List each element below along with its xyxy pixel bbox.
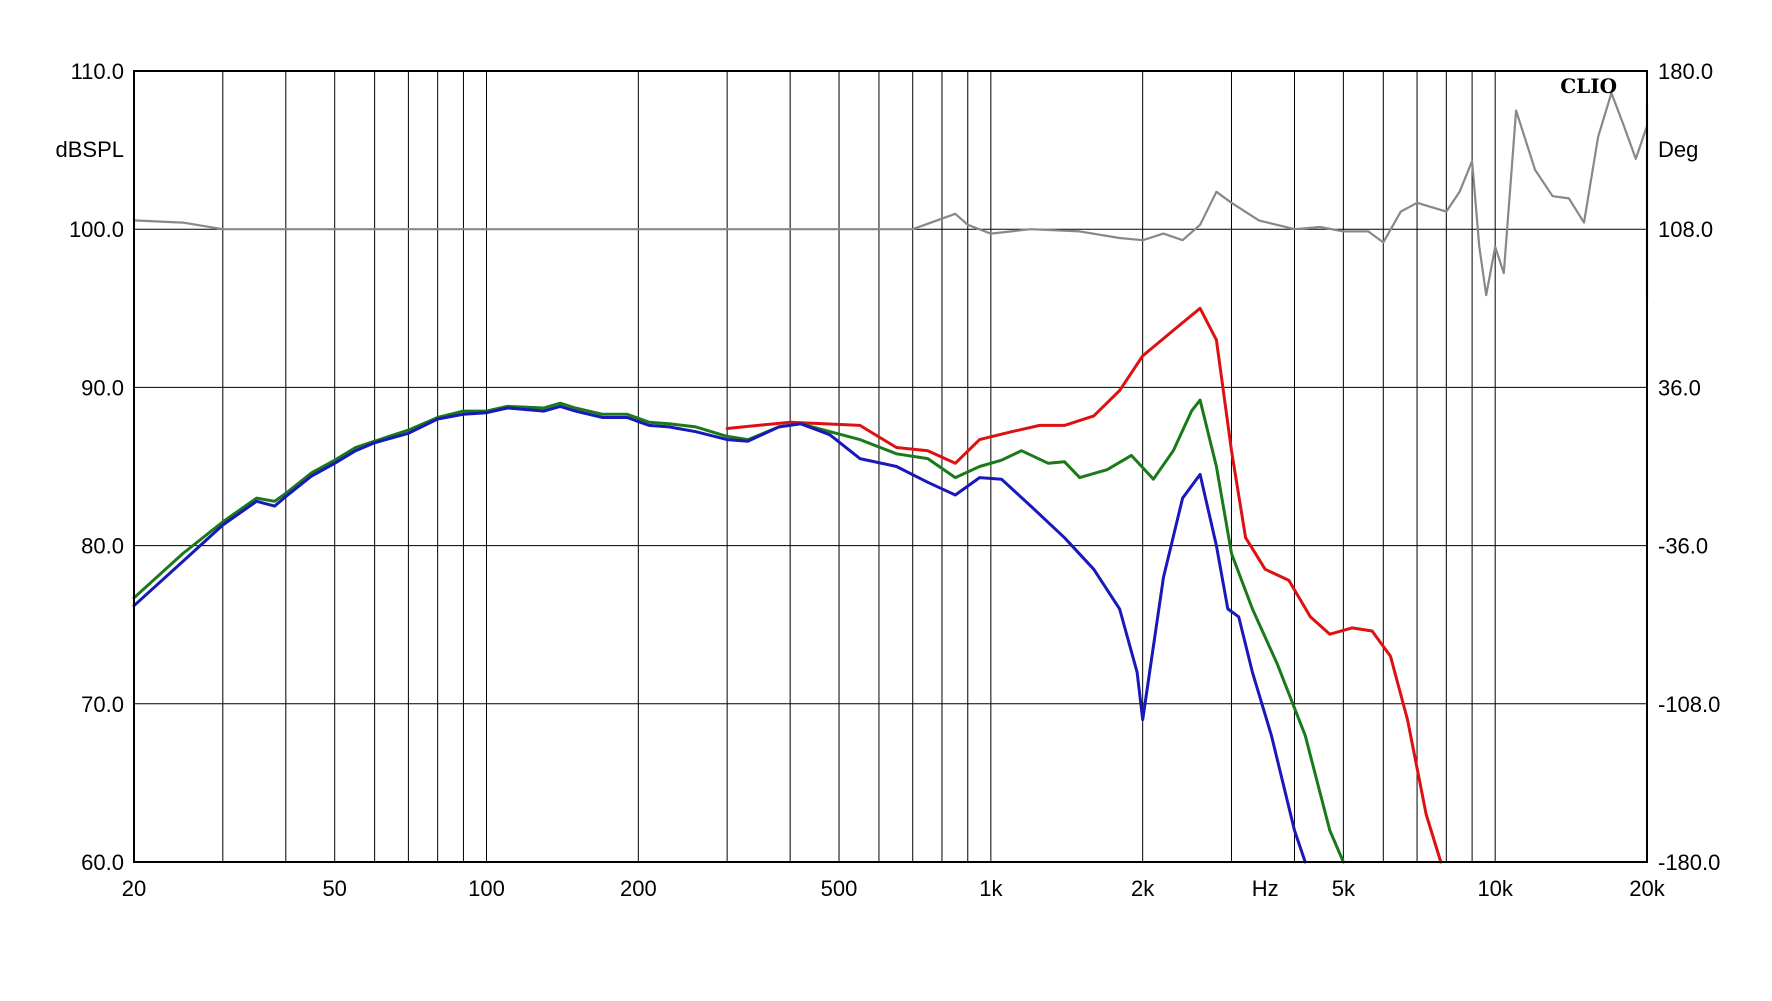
x-tick-label: 100	[468, 876, 505, 901]
x-tick-label: 20k	[1629, 876, 1665, 901]
x-tick-label: 50	[322, 876, 346, 901]
y-left-tick-label: 100.0	[69, 217, 124, 242]
y-left-axis-label: dBSPL	[56, 137, 125, 162]
x-tick-label: 1k	[979, 876, 1003, 901]
series-line-3	[132, 404, 1307, 864]
data-series	[132, 91, 1649, 864]
y-right-tick-label: 36.0	[1658, 375, 1701, 400]
y-right-tick-label: -108.0	[1658, 692, 1720, 717]
y-right-tick-label: -180.0	[1658, 850, 1720, 875]
y-left-tick-label: 60.0	[81, 850, 124, 875]
x-tick-label: 2k	[1131, 876, 1155, 901]
y-right-tick-label: 180.0	[1658, 59, 1713, 84]
grid-lines	[133, 70, 1648, 863]
y-left-tick-label: 80.0	[81, 534, 124, 559]
tick-labels: 20 50 100 200 500 1k 2k 5k 10k 20k 60.0 70.0 80.0 90.…	[69, 59, 1720, 901]
y-left-tick-label: 70.0	[81, 692, 124, 717]
x-axis-unit-label: Hz	[1252, 876, 1279, 901]
plot-frame	[133, 70, 1648, 863]
x-tick-label: 5k	[1332, 876, 1356, 901]
y-left-tick-label: 110.0	[71, 59, 124, 84]
series-line-1	[725, 306, 1443, 864]
y-left-tick-label: 90.0	[81, 375, 124, 400]
y-right-tick-label: 108.0	[1658, 217, 1713, 242]
x-tick-label: 10k	[1477, 876, 1513, 901]
x-tick-label: 200	[620, 876, 657, 901]
clio-logo: CLIO	[1560, 74, 1617, 98]
x-tick-label: 20	[122, 876, 146, 901]
y-right-axis-label: Deg	[1658, 137, 1698, 162]
x-tick-label: 500	[821, 876, 858, 901]
y-right-tick-label: -36.0	[1658, 534, 1708, 559]
series-line-4	[132, 91, 1649, 303]
